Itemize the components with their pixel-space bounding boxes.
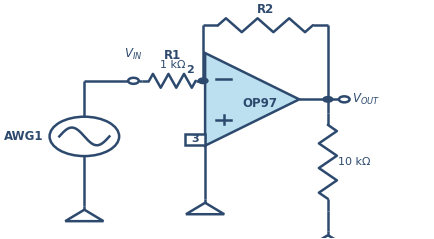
FancyBboxPatch shape: [184, 134, 204, 145]
Text: 3: 3: [191, 134, 198, 144]
Text: AWG1: AWG1: [4, 130, 43, 143]
Text: 1 kΩ: 1 kΩ: [159, 60, 185, 70]
Circle shape: [322, 97, 332, 102]
Text: 2: 2: [186, 65, 194, 76]
Text: OP97: OP97: [242, 98, 277, 110]
Circle shape: [128, 78, 138, 84]
Text: $V_{IN}$: $V_{IN}$: [124, 47, 142, 62]
Polygon shape: [205, 53, 299, 146]
Text: R1: R1: [163, 49, 181, 62]
Text: 10 kΩ: 10 kΩ: [337, 157, 370, 167]
Text: R2: R2: [256, 2, 273, 16]
Circle shape: [198, 78, 207, 84]
Circle shape: [49, 117, 119, 156]
Circle shape: [338, 96, 349, 102]
Text: $V_{OUT}$: $V_{OUT}$: [352, 92, 380, 107]
